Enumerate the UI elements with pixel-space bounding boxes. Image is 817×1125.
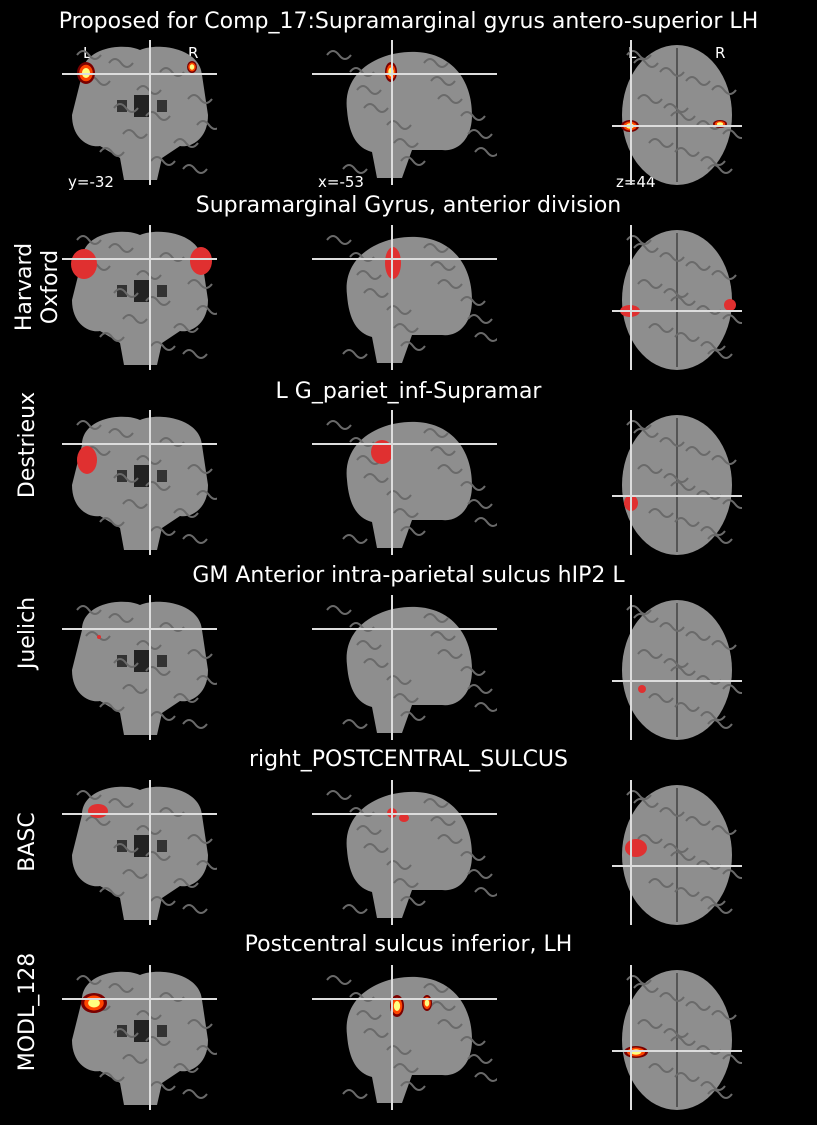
slice-coronal-row-2 [62,410,217,555]
brain-slice [622,415,742,555]
slice-coronal-row-3 [62,595,217,740]
slice-axial-row-4 [612,780,742,925]
brain-slice [72,416,217,550]
coord-axial: z=44 [616,173,656,191]
brain-slice [326,235,497,363]
brain-slice [72,231,217,365]
brain-slice [622,230,742,370]
brain-slice [622,970,742,1110]
slice-sagittal-row-1 [312,225,497,370]
atlas-region-overlay [88,804,108,818]
brain-slice [72,971,217,1105]
row-label-modl: MODL_128 [15,952,40,1072]
row-label-harvard-oxford: Harvard Oxford [12,242,63,332]
activation-heat-overlay [81,993,107,1013]
brain-slice [72,601,217,735]
atlas-region-overlay [625,839,647,857]
slice-sagittal-row-0 [312,40,497,185]
row-title-basc: right_POSTCENTRAL_SULCUS [249,747,568,772]
atlas-region-overlay [97,635,101,639]
slice-axial-row-1 [612,225,742,370]
slice-sagittal-row-3 [312,595,497,740]
slice-coronal-row-4 [62,780,217,925]
brain-slice [72,786,217,920]
atlas-region-overlay [638,685,646,693]
row-title-destrieux: L G_pariet_inf-Supramar [275,379,542,404]
row-title-harvard-oxford: Supramarginal Gyrus, anterior division [195,193,622,218]
slice-sagittal-row-4 [312,780,497,925]
slice-axial-row-5 [612,965,742,1110]
slice-axial-row-2 [612,410,742,555]
orientation-right-axial: R [715,44,726,62]
brain-slice [72,46,217,181]
brain-slice [622,600,742,740]
coord-coronal: y=-32 [68,173,114,191]
brain-slice [326,605,497,733]
slice-sagittal-row-5 [312,965,497,1110]
slice-axial-row-3 [612,595,742,740]
atlas-region-overlay [724,299,736,311]
slice-axial-row-0 [612,40,742,185]
brain-slice [326,50,497,178]
row-label-juelich: Juelich [15,596,40,670]
brain-slice [326,975,497,1103]
slice-coronal-row-0 [62,40,217,185]
figure-title: Proposed for Comp_17:Supramarginal gyrus… [58,9,759,34]
activation-heat-overlay [422,995,432,1011]
activation-heat-overlay [390,995,404,1017]
row-title-modl: Postcentral sulcus inferior, LH [244,932,573,957]
brain-slice [622,785,742,925]
slice-coronal-row-5 [62,965,217,1110]
slice-coronal-row-1 [62,225,217,370]
orientation-right-coronal: R [188,44,199,62]
brain-slice [326,790,497,918]
row-label-basc: BASC [15,812,40,872]
slice-sagittal-row-2 [312,410,497,555]
atlas-region-overlay [190,247,212,275]
activation-heat-overlay [187,61,197,73]
brain-slice [622,45,742,185]
atlas-region-overlay [371,440,393,464]
row-title-juelich: GM Anterior intra-parietal sulcus hIP2 L [192,563,625,588]
atlas-region-overlay [399,814,409,822]
atlas-region-overlay [71,249,97,279]
atlas-region-overlay [77,446,97,474]
coord-sagittal: x=-53 [318,173,364,191]
brain-slice [326,420,497,548]
orientation-left-axial: L [628,44,637,62]
row-label-destrieux: Destrieux [15,391,40,499]
